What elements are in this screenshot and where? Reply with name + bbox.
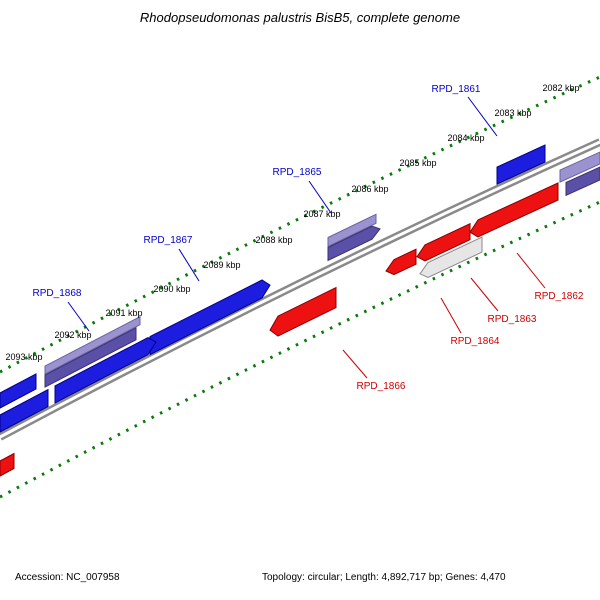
gene-label-rpd_1862: RPD_1862: [535, 291, 584, 302]
position-tick-label: 2084 kbp: [447, 133, 484, 143]
gene-feature-rpd_1868: [44, 326, 137, 388]
label-leader-rpd_1865: [308, 180, 332, 214]
page-title: Rhodopseudomonas palustris BisB5, comple…: [139, 10, 461, 25]
gene-feature-rpd_1864: [419, 236, 483, 279]
gene-feature-rpd_1865: [327, 225, 381, 262]
position-tick-label: 2090 kbp: [153, 284, 190, 294]
position-tick-label: 2088 kbp: [255, 235, 292, 245]
tick-labels-layer: 2082 kbp 2083 kbp 2084 kbp 2085 kbp 2086 kbp…: [5, 83, 579, 362]
genome-backbone-gap: [0, 140, 600, 439]
gene-feature: [0, 373, 37, 409]
label-leader-rpd_1867: [178, 248, 200, 282]
label-leaders-layer: [67, 96, 546, 379]
position-tick-label: 2086 kbp: [351, 184, 388, 194]
label-leader-rpd_1866: [342, 349, 368, 379]
gene-feature-rpd_1866: [269, 286, 337, 337]
gene-feature: [54, 337, 157, 404]
gene-feature: [0, 452, 15, 477]
gene-feature-rpd_1863: [416, 222, 471, 262]
gene-label-rpd_1863: RPD_1863: [488, 314, 537, 325]
ruler-outer-arc: [0, 75, 600, 374]
accession-text: Accession: NC_007958: [15, 572, 120, 583]
gene-label-rpd_1861: RPD_1861: [432, 84, 481, 95]
gene-feature: [559, 151, 600, 183]
gene-label-rpd_1867: RPD_1867: [144, 235, 193, 246]
gene-label-rpd_1868: RPD_1868: [33, 288, 82, 299]
position-tick-label: 2092 kbp: [54, 330, 91, 340]
gene-feature-rpd_1862: [469, 182, 559, 238]
position-tick-label: 2085 kbp: [399, 158, 436, 168]
position-tick-label: 2091 kbp: [105, 308, 142, 318]
position-tick-label: 2087 kbp: [303, 209, 340, 219]
gene-labels-layer: RPD_1861 RPD_1865 RPD_1867 RPD_1868 RPD_1862…: [33, 84, 584, 392]
position-tick-label: 2083 kbp: [494, 108, 531, 118]
gene-label-rpd_1866: RPD_1866: [357, 381, 406, 392]
gene-label-rpd_1864: RPD_1864: [451, 336, 500, 347]
label-leader-rpd_1863: [470, 277, 499, 312]
position-tick-label: 2093 kbp: [5, 352, 42, 362]
label-leader-rpd_1864: [440, 297, 462, 334]
gene-label-rpd_1865: RPD_1865: [273, 167, 322, 178]
label-leader-rpd_1868: [67, 301, 90, 332]
label-leader-rpd_1861: [467, 96, 498, 137]
position-tick-label: 2082 kbp: [542, 83, 579, 93]
gene-features-layer: [0, 144, 600, 477]
gene-feature: [385, 248, 417, 276]
ruler-inner-arc: [0, 200, 600, 499]
position-tick-label: 2089 kbp: [203, 260, 240, 270]
gene-feature: [0, 388, 49, 433]
gene-feature: [327, 213, 377, 248]
genome-backbone: [0, 138, 600, 441]
topology-summary-text: Topology: circular; Length: 4,892,717 bp…: [262, 572, 506, 583]
gene-feature-rpd_1861: [496, 144, 546, 185]
gene-feature: [44, 315, 141, 375]
gene-feature: [565, 166, 600, 197]
label-leader-rpd_1862: [516, 252, 546, 289]
